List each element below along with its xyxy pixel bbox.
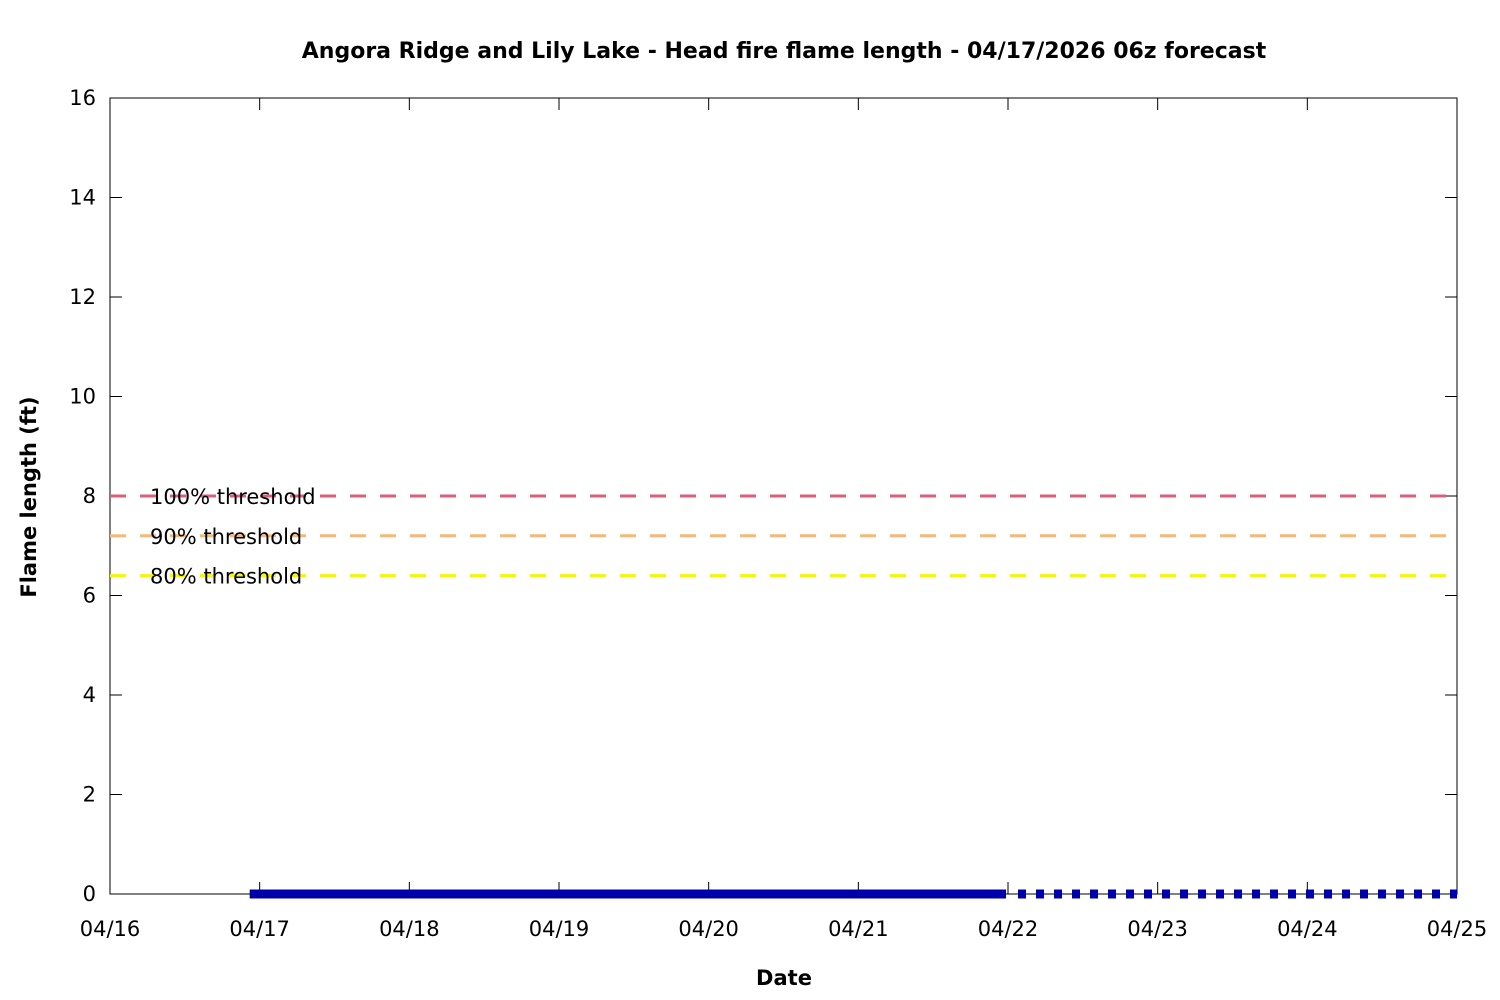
y-tick-label: 6 (83, 584, 96, 608)
y-tick-label: 16 (69, 86, 96, 110)
threshold-label: 80% threshold (150, 565, 302, 589)
x-tick-label: 04/21 (828, 917, 889, 941)
x-axis-label: Date (756, 966, 812, 990)
threshold-label: 90% threshold (150, 525, 302, 549)
x-tick-label: 04/16 (80, 917, 141, 941)
chart-title: Angora Ridge and Lily Lake - Head fire f… (302, 39, 1267, 64)
y-tick-label: 2 (83, 783, 96, 807)
y-tick-label: 14 (69, 186, 96, 210)
x-tick-label: 04/17 (229, 917, 290, 941)
x-tick-label: 04/22 (978, 917, 1039, 941)
y-tick-label: 0 (83, 882, 96, 906)
y-tick-label: 4 (83, 683, 96, 707)
x-tick-label: 04/25 (1427, 917, 1488, 941)
x-tick-label: 04/19 (529, 917, 590, 941)
threshold-lines: 100% threshold 90% threshold 80% threshold (110, 485, 1457, 589)
y-axis-label: Flame length (ft) (17, 396, 41, 597)
y-tick-label: 12 (69, 285, 96, 309)
y-tick-label: 10 (69, 385, 96, 409)
x-tick-label: 04/23 (1127, 917, 1188, 941)
x-tick-label: 04/24 (1277, 917, 1338, 941)
x-axis: 04/16 04/17 04/18 04/19 04/20 04/21 04/22 04/23… (80, 98, 1488, 941)
x-tick-label: 04/20 (678, 917, 739, 941)
threshold-label: 100% threshold (150, 485, 316, 509)
y-tick-label: 8 (83, 484, 96, 508)
x-tick-label: 04/18 (379, 917, 440, 941)
